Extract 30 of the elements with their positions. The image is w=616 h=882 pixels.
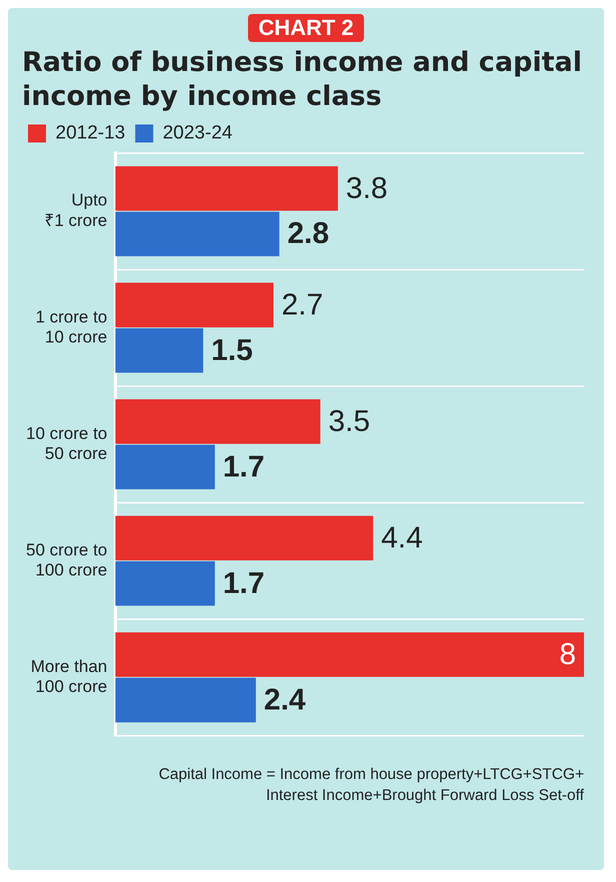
- bar: [115, 328, 204, 373]
- data-label: 2.8: [287, 217, 330, 250]
- legend-label: 2012-13: [56, 122, 126, 144]
- bar: [115, 632, 584, 677]
- data-label: 1.5: [211, 334, 253, 367]
- legend-label: 2023-24: [162, 122, 233, 144]
- data-label: 1.7: [222, 566, 265, 600]
- bar: [115, 212, 280, 256]
- bar: [115, 561, 215, 606]
- bar: [115, 282, 274, 328]
- data-label: 1.7: [222, 450, 265, 484]
- bar: [115, 399, 320, 444]
- y-tick-label: 1 crore to 10 crore: [35, 307, 108, 347]
- data-label: 3.5: [328, 404, 370, 438]
- bar: [115, 516, 374, 560]
- data-label: 3.8: [346, 172, 388, 205]
- y-tick-label: 50 crore to 100 crore: [26, 540, 108, 580]
- data-label: 2.4: [264, 683, 306, 716]
- bar: [115, 678, 256, 722]
- chart-title: Ratio of business income and capital income by income class: [22, 46, 583, 114]
- data-label: 8: [559, 638, 576, 671]
- bar: [115, 166, 338, 211]
- y-tick-label: Upto ₹1 crore: [44, 190, 108, 230]
- caption: CHART 2: [248, 14, 364, 42]
- y-tick-label: More than 100 crore: [30, 656, 108, 696]
- data-label: 2.7: [281, 288, 324, 322]
- bar: [115, 444, 215, 490]
- y-tick-label: 10 crore to 50 crore: [26, 424, 108, 464]
- text: Capital Income = Income from house property+LTCG+STCG+ Interest Income+Brought Forward Loss Set-off: [158, 765, 584, 806]
- data-label: 4.4: [381, 521, 423, 554]
